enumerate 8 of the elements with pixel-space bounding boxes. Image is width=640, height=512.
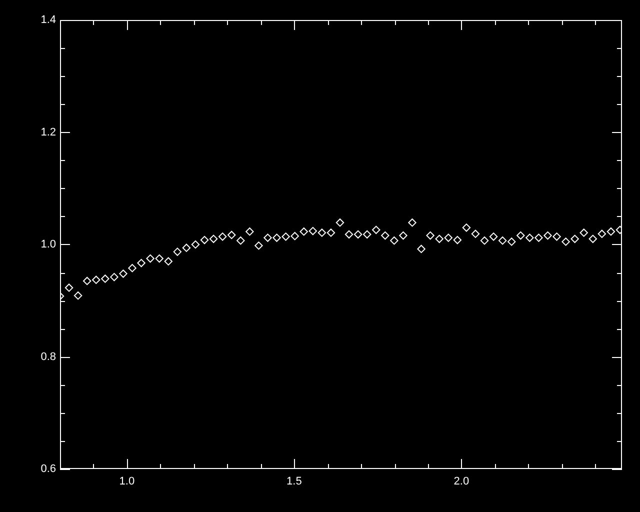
y-tick-label: 1.0	[40, 238, 56, 251]
y-tick-label: 0.6	[40, 463, 56, 476]
y-tick-label: 1.2	[40, 126, 56, 138]
x-tick-label: 2.0	[454, 476, 470, 488]
y-tick-label: 1.4	[40, 14, 56, 26]
x-tick-label: 1.5	[286, 476, 302, 488]
x-tick-label: 1.0	[119, 476, 135, 488]
y-tick-label: 0.8	[40, 350, 56, 363]
